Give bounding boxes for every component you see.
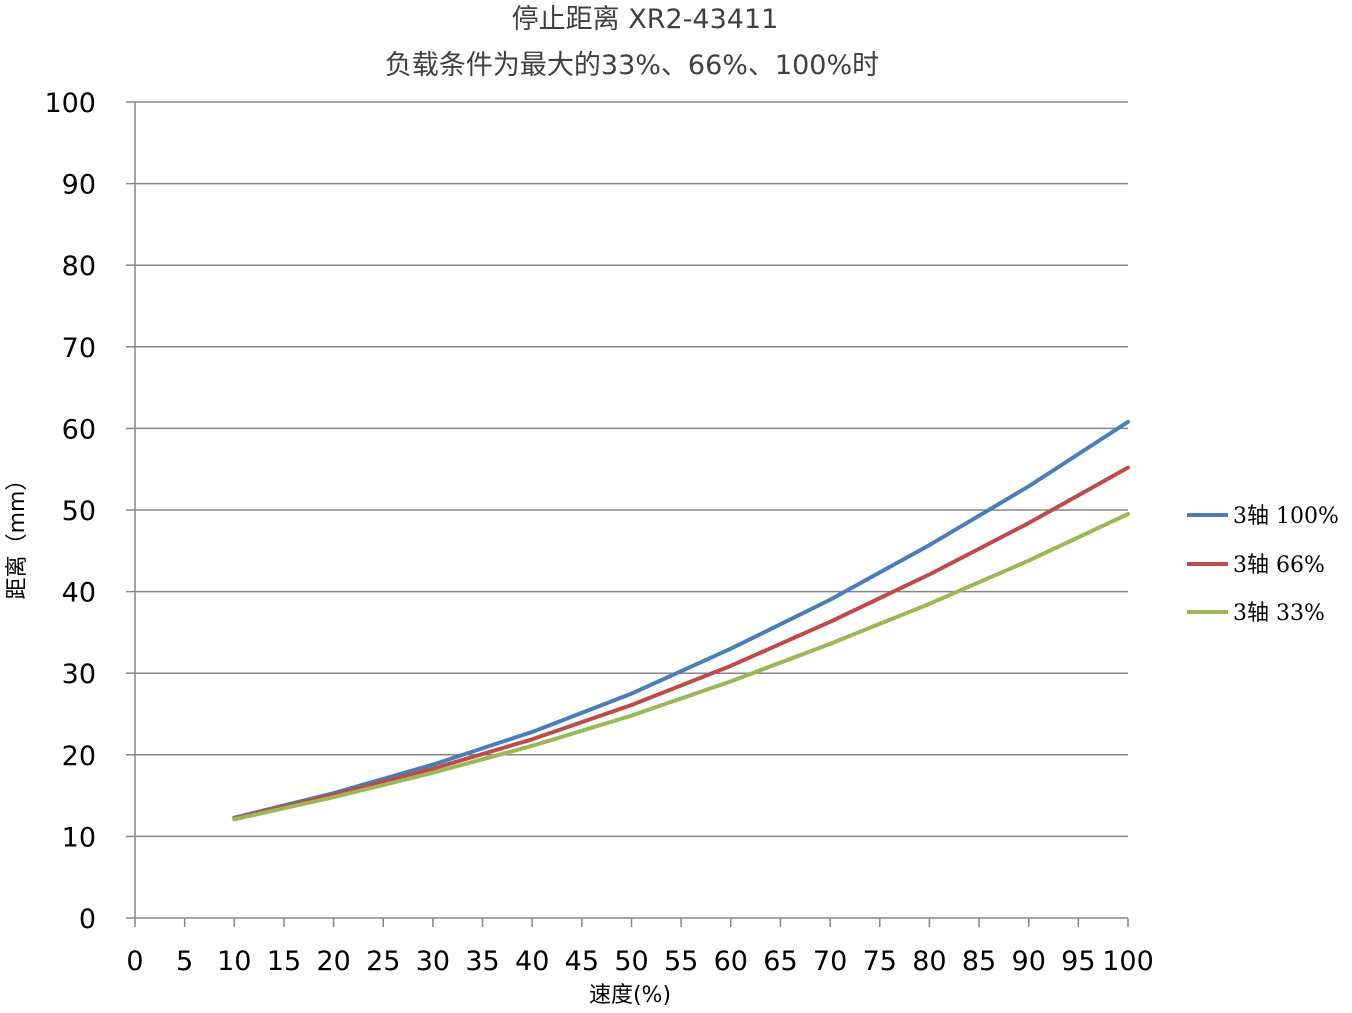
y-tick-labels: 0 10 20 30 40 50 60 70 80 90 100 xyxy=(44,88,96,935)
y-tick-label-60: 60 xyxy=(62,414,96,445)
y-tick-label-20: 20 xyxy=(62,741,96,772)
x-tick-label-20: 20 xyxy=(316,946,350,977)
x-tick-label-70: 70 xyxy=(813,946,847,977)
x-tick-label-15: 15 xyxy=(267,946,301,977)
series-lines xyxy=(232,419,1130,822)
x-tick-label-85: 85 xyxy=(962,946,996,977)
chart-title: 停止距离 XR2-43411 xyxy=(512,4,779,35)
x-tick-label-30: 30 xyxy=(416,946,450,977)
x-tick-label-35: 35 xyxy=(465,946,499,977)
x-tick-label-5: 5 xyxy=(176,946,193,977)
x-tick-labels: 0 5 10 15 20 25 30 35 40 45 50 55 60 65 70 75 80 85 90 95 10… xyxy=(126,946,1153,977)
x-tick-label-55: 55 xyxy=(664,946,698,977)
y-tick-label-70: 70 xyxy=(62,333,96,364)
x-tick-label-80: 80 xyxy=(912,946,946,977)
x-tick-label-90: 90 xyxy=(1012,946,1046,977)
y-axis-title: 距离（mm） xyxy=(5,469,30,600)
y-tick-label-80: 80 xyxy=(62,251,96,282)
legend: 3轴 100% 3轴 66% 3轴 33% xyxy=(1187,504,1339,626)
grid-lines xyxy=(135,101,1128,838)
axes xyxy=(126,101,1129,927)
series-line-2 xyxy=(232,465,1130,821)
y-tick-label-100: 100 xyxy=(44,88,96,119)
series-line-1 xyxy=(232,419,1130,820)
legend-label-1: 3轴 100% xyxy=(1233,504,1339,529)
x-tick-label-25: 25 xyxy=(366,946,400,977)
x-tick-label-0: 0 xyxy=(126,946,143,977)
series-line-3 xyxy=(232,512,1130,822)
y-tick-label-40: 40 xyxy=(62,578,96,609)
y-tick-label-90: 90 xyxy=(62,170,96,201)
x-tick-label-50: 50 xyxy=(614,946,648,977)
legend-label-2: 3轴 66% xyxy=(1233,553,1325,578)
x-tick-label-95: 95 xyxy=(1061,946,1095,977)
y-tick-label-0: 0 xyxy=(79,904,96,935)
x-tick-label-60: 60 xyxy=(714,946,748,977)
x-tick-label-10: 10 xyxy=(217,946,251,977)
y-tick-label-30: 30 xyxy=(62,659,96,690)
x-tick-label-45: 45 xyxy=(565,946,599,977)
x-axis-title: 速度(%) xyxy=(589,983,671,1008)
x-tick-label-65: 65 xyxy=(763,946,797,977)
chart-subtitle: 负载条件为最大的33%、66%、100%时 xyxy=(385,50,879,81)
y-tick-label-10: 10 xyxy=(62,822,96,853)
x-tick-label-100: 100 xyxy=(1102,946,1154,977)
x-tick-label-75: 75 xyxy=(863,946,897,977)
y-tick-label-50: 50 xyxy=(62,496,96,527)
x-tick-label-40: 40 xyxy=(515,946,549,977)
legend-label-3: 3轴 33% xyxy=(1233,601,1325,626)
